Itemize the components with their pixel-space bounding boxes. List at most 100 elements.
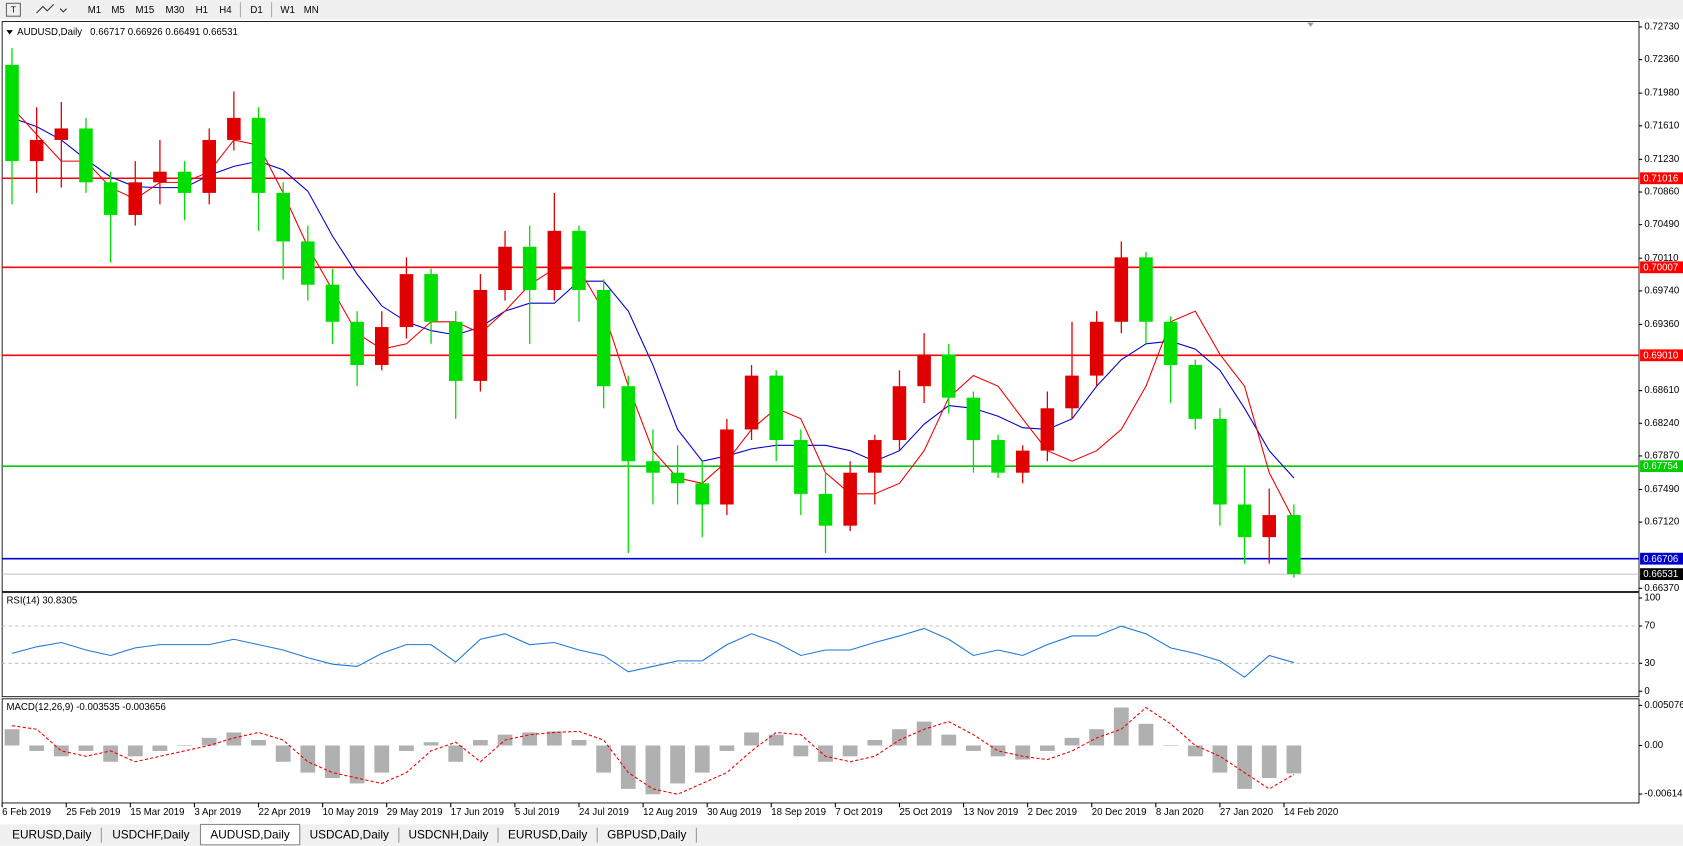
macd-bar — [892, 729, 907, 746]
macd-bar — [670, 745, 685, 784]
period-button[interactable]: M5 — [111, 5, 124, 16]
period-button[interactable]: MN — [304, 5, 319, 16]
tab[interactable]: GBPUSD,Daily — [607, 827, 697, 843]
candle-body — [325, 284, 340, 322]
indicator-title: RSI(14) 30.8305 — [6, 596, 77, 607]
macd-bar — [620, 745, 636, 789]
candle-body — [794, 440, 808, 494]
level-label-box — [1640, 568, 1683, 581]
macd-bar — [1286, 745, 1302, 774]
period-button[interactable]: M15 — [136, 5, 155, 16]
macd-bar — [546, 731, 562, 746]
tab-label[interactable]: USDCHF,Daily — [112, 827, 189, 841]
level-label: 0.70007 — [1643, 262, 1678, 273]
macd-bar — [349, 745, 365, 784]
macd-bar — [1212, 745, 1228, 773]
candle-body — [1262, 515, 1277, 538]
macd-bar — [1113, 707, 1129, 746]
period-button[interactable]: H4 — [219, 5, 232, 16]
candle-body — [769, 375, 783, 441]
macd-bar — [1138, 723, 1154, 746]
tab-label[interactable]: USDCAD,Daily — [310, 827, 389, 841]
macd-bar — [399, 745, 414, 751]
y-tick-label: 100 — [1644, 593, 1660, 604]
macd-bar — [4, 729, 20, 746]
macd-bar — [744, 732, 759, 746]
x-tick-label: 5 Jul 2019 — [515, 807, 560, 818]
tab-label[interactable]: AUDUSD,Daily — [210, 827, 289, 841]
level-label: 0.71016 — [1643, 173, 1678, 184]
x-tick-label: 30 Aug 2019 — [707, 807, 761, 818]
candle-body — [1213, 418, 1227, 505]
candle-body — [350, 321, 364, 366]
period-button[interactable]: M30 — [166, 5, 185, 16]
candle-body — [374, 327, 389, 366]
candle-body — [1040, 408, 1055, 451]
x-tick-label: 20 Dec 2019 — [1092, 807, 1147, 818]
x-tick-label: 27 Jan 2020 — [1220, 807, 1273, 818]
macd-bar — [1064, 737, 1080, 746]
toolbar — [0, 0, 1683, 20]
candle-body — [103, 182, 118, 215]
level-label-box — [1640, 172, 1683, 185]
rsi-line — [11, 625, 1295, 678]
macd-bar — [694, 745, 710, 773]
tab-label[interactable]: EURUSD,Daily — [508, 827, 587, 841]
macd-bar — [645, 745, 661, 795]
tab[interactable]: USDCHF,Daily — [112, 827, 202, 843]
line-tools[interactable] — [36, 4, 67, 14]
tab[interactable]: AUDUSD,Daily — [199, 823, 301, 846]
candle-body — [5, 64, 19, 162]
level-label-box — [1640, 261, 1683, 274]
macd-bar — [78, 745, 94, 751]
symbol-title: AUDUSD,Daily — [17, 27, 82, 38]
tab-label[interactable]: EURUSD,Daily — [12, 827, 91, 841]
period-button[interactable]: D1 — [250, 5, 262, 16]
x-tick-label: 17 Jun 2019 — [451, 807, 504, 818]
x-tick-label: 29 May 2019 — [387, 807, 443, 818]
candle-body — [966, 397, 981, 441]
level-label: 0.69010 — [1643, 350, 1678, 361]
text-tool[interactable] — [5, 2, 21, 17]
candle-body — [177, 171, 192, 193]
macd-bar — [990, 745, 1006, 757]
tab[interactable]: EURUSD,Daily — [12, 827, 102, 843]
x-tick-label: 7 Oct 2019 — [835, 807, 882, 818]
macd-bar — [201, 737, 217, 746]
period-button[interactable]: M1 — [88, 5, 101, 16]
collapse-arrow[interactable] — [6, 30, 13, 35]
tab[interactable]: EURUSD,Daily — [508, 827, 598, 843]
y-tick-label: 0.71230 — [1644, 154, 1679, 165]
candle-body — [1237, 504, 1252, 538]
y-tick-label: 0.71980 — [1644, 88, 1679, 99]
candle-body — [1163, 321, 1178, 366]
level-label: 0.66706 — [1643, 554, 1678, 565]
candle-body — [818, 493, 833, 526]
macd-bar — [423, 742, 439, 746]
period-button[interactable]: H1 — [196, 5, 208, 16]
candle-body — [572, 230, 586, 290]
tab-label[interactable]: GBPUSD,Daily — [607, 827, 686, 841]
period-button[interactable]: W1 — [280, 5, 294, 16]
tab-label[interactable]: USDCNH,Daily — [408, 827, 488, 841]
tab[interactable]: USDCNH,Daily — [408, 827, 499, 843]
candle-body — [54, 128, 69, 140]
x-tick-label: 6 Feb 2019 — [2, 807, 51, 818]
candle-body — [1139, 257, 1153, 322]
y-tick-label: 0.70860 — [1644, 187, 1679, 198]
candle-body — [744, 375, 759, 430]
candle-body — [892, 386, 907, 441]
y-tick-label: 0 — [1644, 686, 1649, 697]
macd-bar — [842, 745, 858, 757]
macd-bar — [1163, 745, 1179, 747]
shift-marker — [1307, 22, 1314, 27]
x-tick-label: 3 Apr 2019 — [194, 807, 241, 818]
tab[interactable]: USDCAD,Daily — [310, 827, 400, 843]
macd-bar — [1015, 745, 1031, 760]
y-tick-label: 0.005076 — [1644, 700, 1683, 711]
y-tick-label: 0.71610 — [1644, 120, 1679, 131]
y-tick-label: 70 — [1644, 621, 1655, 632]
quote: 0.66717 0.66926 0.66491 0.66531 — [90, 27, 238, 38]
